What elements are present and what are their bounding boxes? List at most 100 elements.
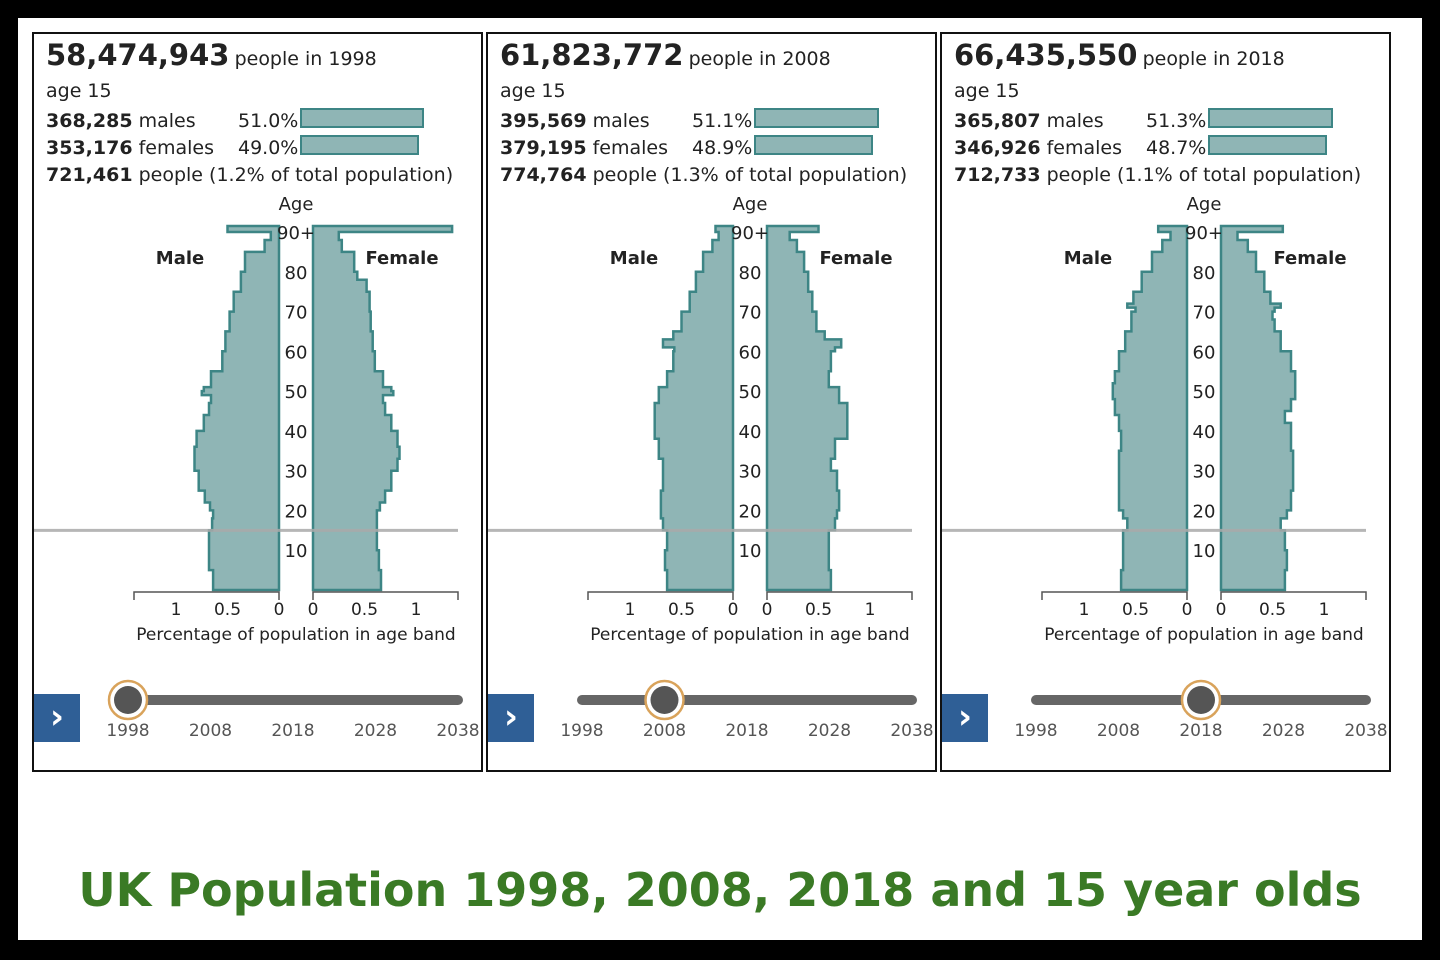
chevron-right-icon: › bbox=[49, 697, 64, 737]
male-x-axis bbox=[587, 591, 734, 600]
chevron-right-icon: › bbox=[503, 697, 518, 737]
panel-header: 66,435,550 people in 2018 bbox=[954, 38, 1285, 72]
year-tick-label: 2028 bbox=[354, 721, 397, 741]
year-slider-knob[interactable] bbox=[114, 686, 142, 714]
female-label: Female bbox=[1273, 248, 1346, 269]
female-label: Female bbox=[819, 248, 892, 269]
x-tick-label: 1 bbox=[1079, 600, 1090, 620]
male-x-axis bbox=[133, 591, 280, 600]
age-tick-label: 70 bbox=[1193, 303, 1216, 324]
year-tick-label: 2038 bbox=[890, 721, 933, 741]
selected-age: age 15 bbox=[500, 80, 566, 102]
total-row: 774,764 people (1.3% of total population… bbox=[500, 164, 907, 186]
females-label: females bbox=[1046, 137, 1122, 159]
total-count: 774,764 bbox=[500, 164, 587, 186]
age-tick-label: 80 bbox=[1193, 263, 1216, 284]
total-row: 712,733 people (1.1% of total population… bbox=[954, 164, 1361, 186]
age-axis-title: Age bbox=[279, 194, 314, 215]
age-tick-label: 70 bbox=[739, 303, 762, 324]
x-tick-label: 0.5 bbox=[1259, 600, 1286, 620]
year-tick-label: 2028 bbox=[1262, 721, 1305, 741]
females-count: 379,195 bbox=[500, 137, 587, 159]
population-year-label: people in 2008 bbox=[688, 48, 831, 70]
females-percent: 49.0% bbox=[238, 137, 299, 159]
year-tick-label: 2018 bbox=[271, 721, 314, 741]
age-tick-label: 80 bbox=[739, 263, 762, 284]
males-share-bar bbox=[300, 108, 424, 128]
males-percent: 51.0% bbox=[238, 110, 299, 132]
year-tick-label: 2038 bbox=[1344, 721, 1387, 741]
age-tick-label: 90+ bbox=[731, 223, 769, 244]
age-axis-title: Age bbox=[733, 194, 768, 215]
females-count: 346,926 bbox=[954, 137, 1041, 159]
x-tick-label: 0.5 bbox=[214, 600, 241, 620]
x-tick-label: 0 bbox=[274, 600, 285, 620]
age-tick-label: 60 bbox=[1193, 342, 1216, 363]
male-label: Male bbox=[1064, 248, 1112, 269]
pyramid-chart: Age 10 20 30 40 50 60 70 80 90+ Male Female 1 0.5 0 0 0.… bbox=[488, 194, 934, 741]
female-label: Female bbox=[365, 248, 438, 269]
female-age-bars bbox=[765, 224, 849, 592]
males-count: 365,807 bbox=[954, 110, 1041, 132]
x-tick-label: 0.5 bbox=[1122, 600, 1149, 620]
population-total: 61,823,772 bbox=[500, 38, 684, 72]
age-tick-label: 40 bbox=[285, 422, 308, 443]
year-slider-knob[interactable] bbox=[1187, 686, 1215, 714]
females-share-bar bbox=[1208, 135, 1327, 155]
males-percent: 51.3% bbox=[1146, 110, 1207, 132]
pyramid-chart: Age 10 20 30 40 50 60 70 80 90+ Male Female 1 0.5 0 0 0.… bbox=[34, 194, 480, 741]
x-tick-label: 0 bbox=[308, 600, 319, 620]
age-tick-label: 20 bbox=[1193, 501, 1216, 522]
pyramid-chart: Age 10 20 30 40 50 60 70 80 90+ Male Female 1 0.5 0 0 0.… bbox=[942, 194, 1388, 741]
male-age-bars bbox=[653, 224, 735, 592]
year-tick-label: 2038 bbox=[436, 721, 479, 741]
year-tick-label: 1998 bbox=[1014, 721, 1057, 741]
population-year-label: people in 1998 bbox=[234, 48, 377, 70]
age-tick-label: 90+ bbox=[277, 223, 315, 244]
age-axis-title: Age bbox=[1187, 194, 1222, 215]
next-button[interactable]: › bbox=[34, 694, 80, 742]
year-tick-label: 2018 bbox=[725, 721, 768, 741]
age-tick-label: 80 bbox=[285, 263, 308, 284]
males-label: males bbox=[592, 110, 650, 132]
females-percent: 48.9% bbox=[692, 137, 753, 159]
females-row: 346,926 females bbox=[954, 137, 1122, 159]
next-button[interactable]: › bbox=[488, 694, 534, 742]
males-label: males bbox=[138, 110, 196, 132]
age-tick-label: 40 bbox=[739, 422, 762, 443]
male-x-axis bbox=[1041, 591, 1188, 600]
panel-header: 58,474,943 people in 1998 bbox=[46, 38, 377, 72]
age-tick-label: 60 bbox=[739, 342, 762, 363]
males-share-bar bbox=[1208, 108, 1333, 128]
males-row: 395,569 males bbox=[500, 110, 650, 132]
x-tick-label: 1 bbox=[171, 600, 182, 620]
female-age-bars bbox=[311, 224, 454, 592]
next-button[interactable]: › bbox=[942, 694, 988, 742]
female-x-axis bbox=[766, 591, 913, 600]
year-slider-knob[interactable] bbox=[650, 686, 679, 714]
age-tick-label: 20 bbox=[285, 501, 308, 522]
x-tick-label: 0 bbox=[728, 600, 739, 620]
age-tick-label: 50 bbox=[285, 382, 308, 403]
pyramid-panel: 66,435,550 people in 2018 age 15 365,807 m… bbox=[940, 32, 1391, 772]
age-tick-label: 40 bbox=[1193, 422, 1216, 443]
total-label: people (1.1% of total population) bbox=[1046, 164, 1362, 186]
x-tick-label: 0 bbox=[1216, 600, 1227, 620]
females-label: females bbox=[138, 137, 214, 159]
males-percent: 51.1% bbox=[692, 110, 753, 132]
selected-age: age 15 bbox=[46, 80, 112, 102]
females-share-bar bbox=[300, 135, 419, 155]
age-tick-label: 60 bbox=[285, 342, 308, 363]
male-label: Male bbox=[610, 248, 658, 269]
population-total: 66,435,550 bbox=[954, 38, 1138, 72]
males-row: 365,807 males bbox=[954, 110, 1104, 132]
year-tick-label: 1998 bbox=[106, 721, 149, 741]
age-tick-label: 30 bbox=[285, 462, 308, 483]
selected-age: age 15 bbox=[954, 80, 1020, 102]
age-tick-label: 10 bbox=[739, 541, 762, 562]
x-tick-label: 0.5 bbox=[351, 600, 378, 620]
x-tick-label: 1 bbox=[411, 600, 422, 620]
x-axis-label: Percentage of population in age band bbox=[136, 625, 455, 645]
males-share-bar bbox=[754, 108, 879, 128]
x-axis-label: Percentage of population in age band bbox=[1044, 625, 1363, 645]
